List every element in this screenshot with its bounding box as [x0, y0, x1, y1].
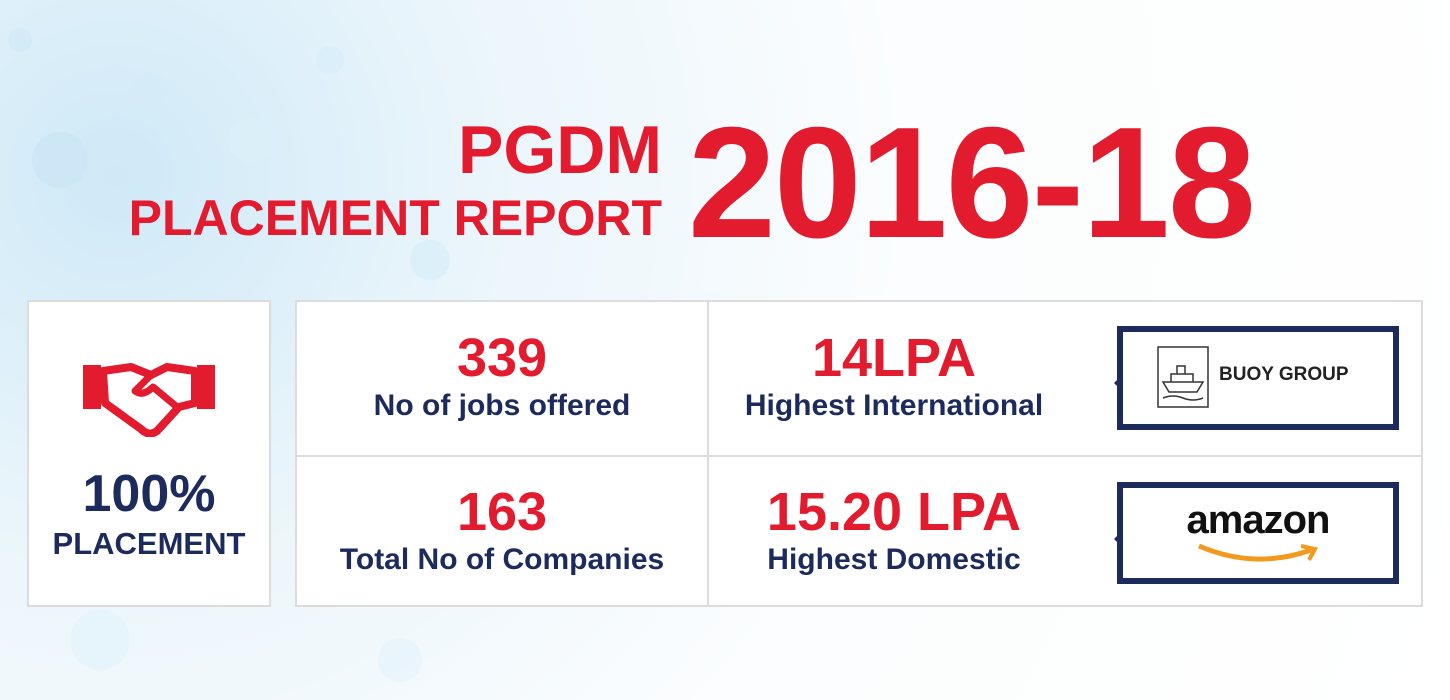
stat-cell: 339 No of jobs offered [297, 328, 707, 424]
divider [297, 455, 1421, 457]
stat-value: 163 [456, 482, 548, 542]
stat-label: Highest Domestic [767, 543, 1021, 576]
stat-cell: 163 Total No of Companies [297, 482, 707, 578]
title-year: 2016-18 [688, 95, 1256, 271]
summary-label: PLACEMENT [52, 526, 246, 561]
title-line1: PGDM [458, 112, 662, 188]
stats-table: 339 No of jobs offered 14LPA Highest Int… [295, 300, 1423, 607]
company-name: amazon [1186, 498, 1331, 542]
title-line2: PLACEMENT REPORT [128, 190, 662, 246]
stat-value: 14LPA [811, 328, 977, 388]
ship-icon [1157, 346, 1209, 408]
summary-card: 100% PLACEMENT [27, 300, 271, 607]
stat-value: 15.20 LPA [766, 482, 1022, 542]
stat-label: No of jobs offered [373, 389, 631, 422]
summary-value: 100% [82, 465, 216, 523]
stat-value: 339 [456, 328, 548, 388]
stat-label: Total No of Companies [339, 543, 665, 576]
company-logo: BUOY GROUP [1114, 326, 1399, 430]
stat-cell: 14LPA Highest International [709, 328, 1079, 424]
company-logo: amazon [1114, 482, 1399, 584]
handshake-icon [83, 363, 215, 437]
company-name: BUOY GROUP [1219, 364, 1349, 385]
stat-label: Highest International [744, 389, 1044, 422]
divider [707, 302, 709, 605]
smile-arrow [1198, 543, 1319, 562]
stat-cell: 15.20 LPA Highest Domestic [709, 482, 1079, 578]
